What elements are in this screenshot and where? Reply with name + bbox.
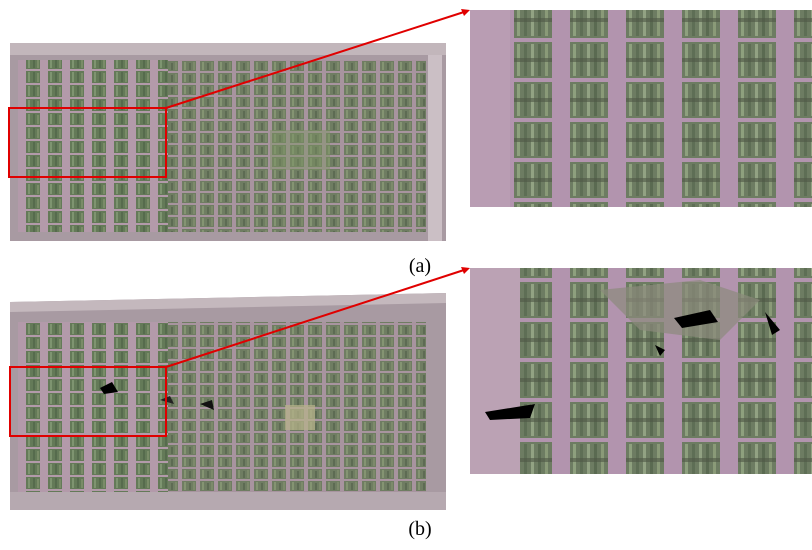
field-plots (18, 60, 168, 232)
field-patch (270, 130, 330, 170)
zoom-alley (470, 268, 520, 474)
field-patch (285, 405, 315, 430)
field-road (10, 43, 446, 55)
field-edge (428, 55, 442, 241)
panel-b: (b) (10, 267, 812, 540)
panel-label: (b) (408, 518, 431, 540)
field-road (10, 492, 446, 510)
page: (a) (b) (() => { const data = JSON.parse… (0, 0, 812, 550)
zoom-plots (510, 10, 812, 207)
field-plots (18, 322, 168, 492)
figure: (a) (b) (0, 0, 812, 550)
panel-a: (a) (9, 9, 812, 277)
zoom-alley (470, 10, 510, 207)
panel-label: (a) (409, 255, 431, 277)
